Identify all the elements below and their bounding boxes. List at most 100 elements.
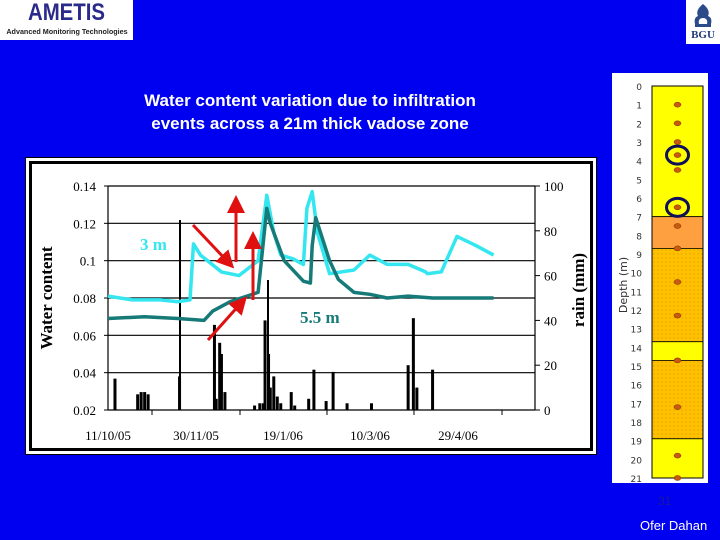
highlight-ring [665,196,690,218]
rain-bar [331,371,335,410]
depth-tick: 11 [631,288,642,298]
depth-tick: 4 [636,158,642,168]
y-right-tick-label: 100 [544,179,564,194]
rain-bar [272,376,276,410]
rain-bar [268,387,272,410]
y-right-tick-label: 80 [544,224,557,239]
depth-tick: 18 [631,419,643,429]
ametis-logo: AMETIS Advanced Monitoring Technologies [0,0,133,40]
x-tick-label: 29/4/06 [438,428,478,443]
rain-bar [289,392,293,410]
x-tick-label: 30/11/05 [173,428,219,443]
sensor-dot [673,245,682,252]
soil-layer-dotted [651,247,704,343]
depth-tick: 17 [631,400,642,410]
y-tick-label: 0.12 [73,216,96,231]
rain-bar [307,398,311,410]
bgu-text: BGU [691,29,715,41]
rain-bar [293,405,297,410]
rain-bar [345,403,349,410]
depth-tick: 16 [631,382,643,392]
rain-bar [369,403,373,410]
rain-bar [406,365,410,410]
depth-tick: 12 [631,307,642,317]
depth-tick: 13 [631,326,642,336]
depth-tick: 5 [636,176,642,186]
title-line-2: events across a 21m thick vadose zone [151,114,469,133]
label-3m: 3 m [140,235,167,254]
label-5-5m: 5.5 m [300,308,340,327]
sensor-dot [673,279,682,285]
depth-tick: 0 [636,83,642,93]
chart-frame [25,157,597,455]
rain-bar [263,320,267,410]
rain-bar [411,318,415,410]
y-tick-label: 0.02 [73,403,96,418]
rain-bar [214,398,218,410]
sensor-dot [673,452,682,459]
bgu-logo: BGU [686,0,720,44]
y-axis-title: Water content [37,246,56,349]
depth-axis-title: Depth (m) [617,257,630,313]
red-arrow [191,223,235,269]
rain-bar [253,405,257,410]
red-arrow [206,296,247,341]
y-tick-label: 0.14 [73,179,96,194]
rain-bar [139,392,143,410]
depth-tick: 20 [631,456,643,466]
rain-bar [223,392,227,410]
depth-tick: 21 [631,475,642,485]
x-tick-label: 11/10/05 [85,428,131,443]
series-5-5-m [107,206,494,323]
sensor-dot [673,152,682,158]
depth-tick: 8 [636,232,642,242]
rain-bar [279,403,283,410]
depth-tick: 19 [631,438,643,448]
soil-layer-sand [651,341,704,361]
rain-bar [212,324,216,410]
rain-bar [324,401,328,410]
slide-title: Water content variation due to infiltrat… [90,89,530,135]
depth-tick: 3 [636,139,642,149]
sensor-dot [673,312,682,319]
x-tick-label: 19/1/06 [263,428,303,443]
sensor-dot [673,204,682,211]
depth-tick: 14 [631,344,643,354]
y-right-axis-title: rain (mm) [569,253,588,327]
soil-layer-dotted [651,359,704,440]
rain-bar [312,369,316,410]
x-tick-label: 10/3/06 [350,428,390,443]
sensor-dot [673,223,682,229]
depth-tick: 10 [631,270,643,280]
depth-tick: 15 [631,363,642,373]
author-name: Ofer Dahan [640,518,708,533]
y-tick-label: 0.1 [80,254,96,269]
rain-bar [218,342,222,410]
logo-tagline: Advanced Monitoring Technologies [6,27,128,36]
depth-tick: 7 [636,214,642,224]
depth-tick: 9 [636,251,642,261]
sensor-dot [673,475,682,481]
soil-layer-orange [651,216,704,249]
rain-bar [258,403,262,410]
y-right-tick-label: 60 [544,269,557,284]
series-3-m [107,189,495,304]
rain-bar [136,394,140,410]
sensor-dot [673,167,682,173]
soil-layer-sand [651,438,704,479]
rain-bar [146,394,150,410]
highlight-ring [665,144,690,166]
sensor-dot [673,101,682,108]
rain-bar [113,378,117,410]
chart-border [29,161,593,451]
y-tick-label: 0.08 [73,291,96,306]
rain-bar [431,369,435,410]
rain-bar [261,403,265,410]
y-right-tick-label: 40 [544,313,557,328]
rain-bar [219,354,223,410]
sensor-dot [673,120,682,127]
title-line-1: Water content variation due to infiltrat… [144,91,476,110]
sensor-dot [673,357,682,364]
